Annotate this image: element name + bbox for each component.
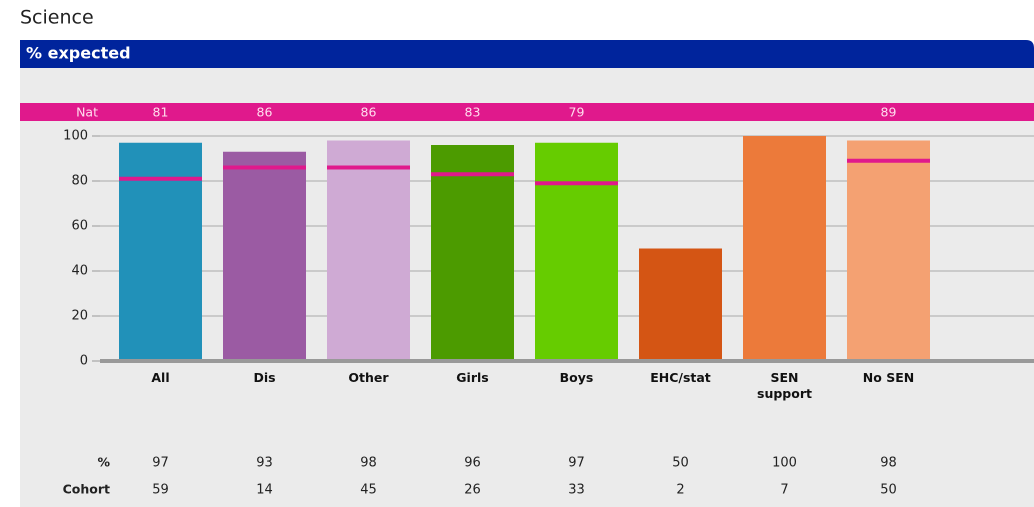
bar [223, 151, 306, 361]
national-value: 83 [465, 105, 481, 120]
pct-value: 98 [880, 456, 897, 471]
page-title: Science [20, 7, 94, 29]
national-marker [223, 165, 306, 170]
x-tick-label: Other [348, 370, 389, 385]
y-tick-label: 40 [71, 264, 88, 279]
cohort-value: 7 [780, 483, 788, 498]
x-tick-label: SEN support [757, 370, 812, 401]
national-marker [847, 158, 930, 163]
x-tick-label: EHC/stat [650, 370, 711, 385]
pct-value: 97 [152, 456, 169, 471]
bar [847, 140, 930, 361]
x-tick-label: All [151, 370, 170, 385]
pct-value: 98 [360, 456, 377, 471]
national-value: 86 [257, 105, 273, 120]
pct-value: 93 [256, 456, 273, 471]
y-tick-label: 60 [71, 219, 88, 234]
header-title: % expected [26, 44, 131, 63]
pct-value: 50 [672, 456, 689, 471]
national-marker [535, 181, 618, 186]
x-tick-label: Girls [456, 370, 489, 385]
pct-value: 97 [568, 456, 585, 471]
pct-value: 100 [772, 456, 797, 471]
bar [535, 142, 618, 361]
national-value: 86 [361, 105, 377, 120]
cohort-value: 50 [880, 483, 897, 498]
national-marker [327, 165, 410, 170]
national-label: Nat [76, 105, 98, 120]
cohort-value: 33 [568, 483, 585, 498]
x-tick-label: Boys [559, 370, 594, 385]
x-tick-label: Dis [253, 370, 276, 385]
y-tick-label: 80 [71, 174, 88, 189]
baseline [100, 359, 1034, 363]
national-value: 89 [881, 105, 897, 120]
cohort-value: 14 [256, 483, 273, 498]
cohort-value: 2 [676, 483, 684, 498]
y-tick-label: 0 [80, 354, 88, 369]
y-tick-label: 20 [71, 309, 88, 324]
pct-value: 96 [464, 456, 481, 471]
national-marker [431, 172, 514, 177]
bar [431, 145, 514, 361]
bar [119, 142, 202, 361]
header-bar [20, 40, 1034, 68]
national-value: 79 [569, 105, 585, 120]
x-tick-label: No SEN [862, 370, 915, 385]
cohort-value: 45 [360, 483, 377, 498]
national-marker [119, 176, 202, 181]
bar [639, 248, 722, 361]
cohort-value: 59 [152, 483, 169, 498]
row-label: % [97, 455, 110, 470]
bar [743, 136, 826, 361]
bar [327, 140, 410, 361]
national-band [20, 103, 1034, 121]
cohort-value: 26 [464, 483, 481, 498]
y-tick-label: 100 [63, 129, 88, 144]
national-value: 81 [153, 105, 169, 120]
row-label: Cohort [63, 482, 110, 497]
